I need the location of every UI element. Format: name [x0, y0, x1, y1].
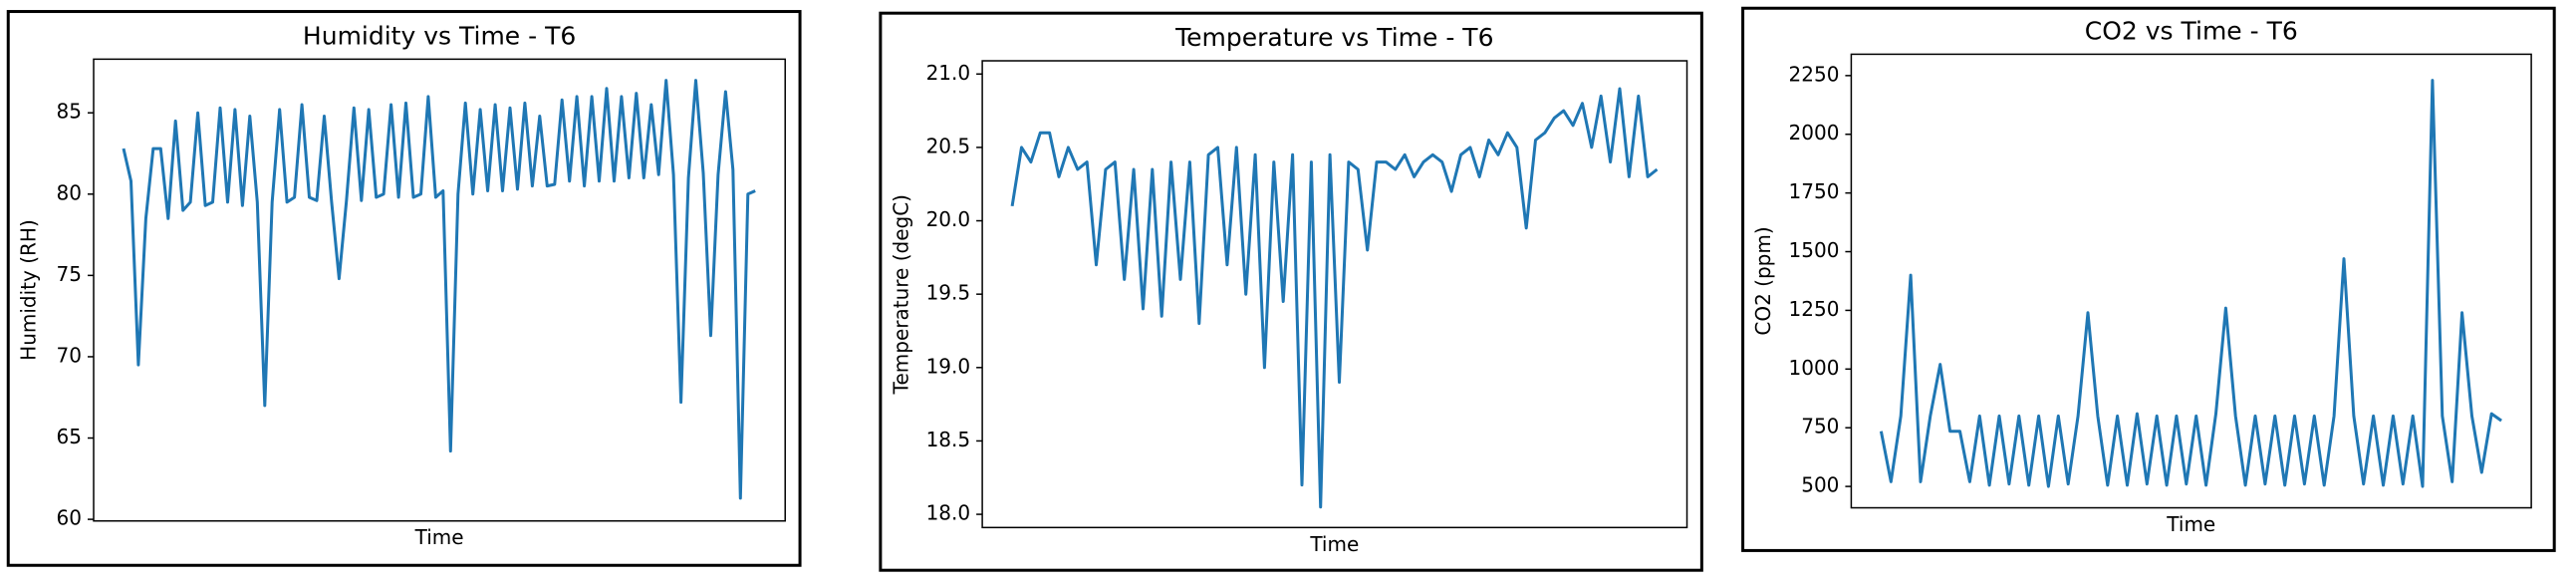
y-tick-label: 18.5 — [926, 428, 971, 451]
y-tick-label: 65 — [57, 425, 82, 448]
x-axis-label: Time — [1309, 532, 1359, 556]
y-axis-label: Temperature (degC) — [889, 194, 912, 395]
y-tick-label: 750 — [1801, 415, 1839, 439]
x-axis-label: Time — [414, 525, 464, 549]
y-axis-label: Humidity (RH) — [17, 219, 41, 361]
panel — [6, 10, 802, 567]
y-tick-label: 70 — [57, 343, 82, 367]
y-tick-label: 2000 — [1789, 121, 1840, 145]
plot-frame — [1850, 53, 2532, 509]
y-tick-label: 1000 — [1789, 356, 1840, 380]
x-axis-label: Time — [2166, 512, 2215, 536]
y-tick-label: 18.0 — [926, 501, 971, 525]
chart-title: Temperature vs Time - T6 — [1174, 23, 1493, 52]
chart-title: Humidity vs Time - T6 — [303, 21, 576, 50]
data-line — [1879, 79, 2502, 488]
y-tick-label: 20.0 — [926, 207, 971, 231]
y-tick-label: 1250 — [1789, 297, 1840, 321]
y-tick-label: 1500 — [1789, 238, 1840, 262]
y-axis-label: CO2 (ppm) — [1751, 226, 1775, 335]
y-tick-label: 80 — [57, 180, 82, 204]
panel — [879, 11, 1703, 572]
data-line — [1010, 87, 1659, 509]
y-tick-label: 19.0 — [926, 354, 971, 378]
y-tick-label: 60 — [57, 506, 82, 530]
y-tick-label: 85 — [57, 100, 82, 124]
y-tick-label: 21.0 — [926, 61, 971, 85]
chart-title: CO2 vs Time - T6 — [2085, 16, 2298, 45]
data-line — [122, 79, 756, 500]
y-tick-label: 75 — [57, 262, 82, 286]
y-tick-label: 20.5 — [926, 134, 971, 157]
y-tick-label: 1750 — [1789, 179, 1840, 203]
y-tick-label: 500 — [1801, 473, 1839, 497]
plot-frame — [93, 58, 786, 522]
y-tick-label: 2250 — [1789, 62, 1840, 86]
y-tick-label: 19.5 — [926, 281, 971, 305]
